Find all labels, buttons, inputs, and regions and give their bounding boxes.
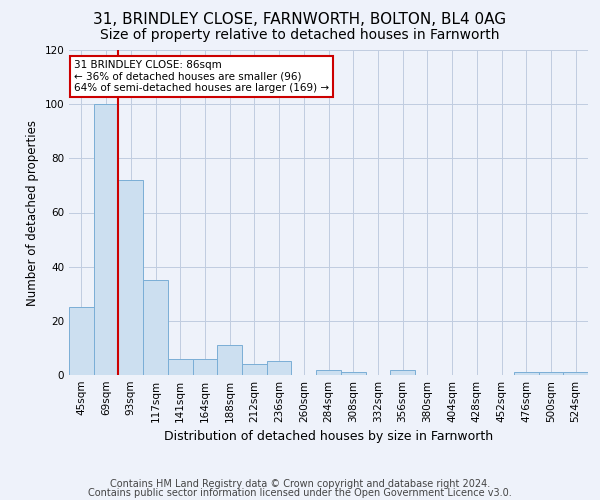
Bar	[341, 372, 365, 375]
X-axis label: Distribution of detached houses by size in Farnworth: Distribution of detached houses by size …	[164, 430, 493, 444]
Bar	[563, 372, 588, 375]
Bar	[267, 362, 292, 375]
Bar	[316, 370, 341, 375]
Bar	[69, 308, 94, 375]
Bar	[118, 180, 143, 375]
Bar	[143, 280, 168, 375]
Text: 31, BRINDLEY CLOSE, FARNWORTH, BOLTON, BL4 0AG: 31, BRINDLEY CLOSE, FARNWORTH, BOLTON, B…	[94, 12, 506, 28]
Text: Size of property relative to detached houses in Farnworth: Size of property relative to detached ho…	[100, 28, 500, 42]
Bar	[539, 372, 563, 375]
Text: Contains HM Land Registry data © Crown copyright and database right 2024.: Contains HM Land Registry data © Crown c…	[110, 479, 490, 489]
Text: 31 BRINDLEY CLOSE: 86sqm
← 36% of detached houses are smaller (96)
64% of semi-d: 31 BRINDLEY CLOSE: 86sqm ← 36% of detach…	[74, 60, 329, 93]
Bar	[217, 345, 242, 375]
Bar	[168, 359, 193, 375]
Y-axis label: Number of detached properties: Number of detached properties	[26, 120, 39, 306]
Text: Contains public sector information licensed under the Open Government Licence v3: Contains public sector information licen…	[88, 488, 512, 498]
Bar	[242, 364, 267, 375]
Bar	[94, 104, 118, 375]
Bar	[514, 372, 539, 375]
Bar	[193, 359, 217, 375]
Bar	[390, 370, 415, 375]
